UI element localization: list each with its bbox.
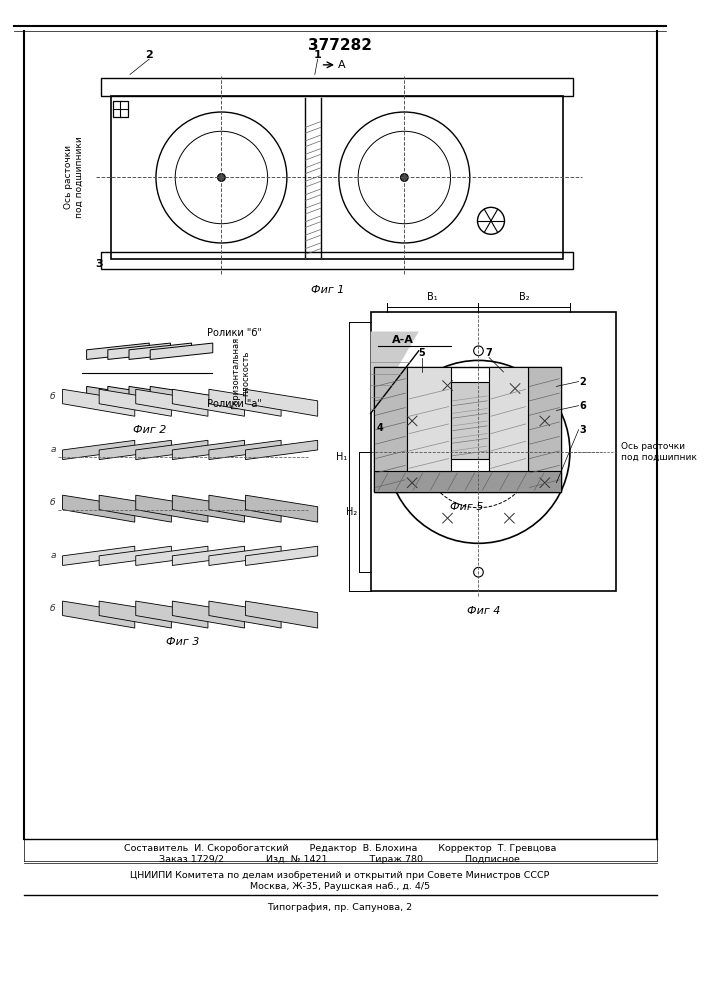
Text: Ролики "а": Ролики "а" (207, 399, 262, 409)
Polygon shape (108, 343, 170, 359)
Text: 2: 2 (146, 50, 153, 60)
Polygon shape (209, 440, 281, 460)
Bar (450, 382, 489, 459)
Polygon shape (150, 386, 213, 406)
Polygon shape (63, 546, 135, 565)
Bar (101, 252, 573, 269)
Bar (527, 367, 561, 492)
Polygon shape (245, 440, 317, 460)
Polygon shape (99, 389, 171, 416)
Polygon shape (173, 601, 245, 628)
Polygon shape (136, 601, 208, 628)
Bar (373, 471, 561, 492)
Polygon shape (87, 343, 149, 359)
Polygon shape (209, 495, 281, 522)
Text: Фиг 2: Фиг 2 (132, 425, 166, 435)
Polygon shape (136, 389, 208, 416)
Polygon shape (63, 495, 135, 522)
Bar (101, 78, 573, 96)
Bar (489, 367, 527, 471)
Polygon shape (245, 389, 317, 416)
Text: а: а (50, 551, 56, 560)
Circle shape (218, 174, 226, 181)
Text: Горизонтальная
плоскость: Горизонтальная плоскость (231, 337, 250, 409)
Polygon shape (209, 389, 281, 416)
Text: 7: 7 (486, 348, 493, 358)
Text: а: а (50, 445, 56, 454)
Text: 4: 4 (377, 423, 384, 433)
Polygon shape (129, 343, 192, 359)
Text: Ось расточки
под подшипники: Ось расточки под подшипники (64, 137, 84, 218)
Polygon shape (245, 601, 317, 628)
Polygon shape (245, 495, 317, 522)
Bar (112, 101, 128, 117)
Bar (370, 312, 616, 591)
Text: б: б (50, 392, 56, 401)
Text: Ролики "б": Ролики "б" (207, 328, 262, 338)
Polygon shape (209, 601, 281, 628)
Text: ЦНИИПИ Комитета по делам изобретений и открытий при Совете Министров СССР: ЦНИИПИ Комитета по делам изобретений и о… (130, 871, 549, 880)
Polygon shape (136, 495, 208, 522)
Text: H₂: H₂ (346, 507, 357, 517)
Polygon shape (99, 440, 171, 460)
Polygon shape (63, 601, 135, 628)
Polygon shape (173, 389, 245, 416)
Text: Фиг 3: Фиг 3 (166, 637, 199, 647)
Polygon shape (63, 389, 135, 416)
Text: Москва, Ж-35, Раушская наб., д. 4/5: Москва, Ж-35, Раушская наб., д. 4/5 (250, 882, 430, 891)
Text: Фиг 4: Фиг 4 (467, 606, 500, 616)
Text: Ось расточки
под подшипник: Ось расточки под подшипник (621, 442, 697, 462)
Polygon shape (370, 332, 419, 413)
Text: H₁: H₁ (336, 452, 347, 462)
Polygon shape (99, 601, 171, 628)
Polygon shape (87, 386, 149, 406)
Bar (373, 367, 561, 492)
Text: B₂: B₂ (519, 292, 530, 302)
Polygon shape (173, 440, 245, 460)
Text: Типография, пр. Сапунова, 2: Типография, пр. Сапунова, 2 (267, 903, 412, 912)
Text: 2: 2 (579, 377, 586, 387)
Text: 3: 3 (95, 259, 103, 269)
Polygon shape (129, 386, 192, 406)
Polygon shape (99, 495, 171, 522)
Text: А-А: А-А (392, 335, 414, 345)
Text: Фиг 1: Фиг 1 (310, 285, 344, 295)
Polygon shape (173, 546, 245, 565)
Bar (407, 367, 450, 471)
Circle shape (400, 174, 408, 181)
Polygon shape (136, 440, 208, 460)
Text: B₁: B₁ (428, 292, 438, 302)
Text: 5: 5 (419, 348, 425, 358)
Text: 377282: 377282 (308, 38, 372, 53)
Polygon shape (63, 440, 135, 460)
Text: б: б (50, 604, 56, 613)
Bar (111, 96, 563, 259)
Text: б: б (50, 498, 56, 507)
Polygon shape (245, 546, 317, 565)
Text: Заказ 1729/2              Изд. № 1421              Тираж 780              Подпис: Заказ 1729/2 Изд. № 1421 Тираж 780 Подпи… (159, 855, 520, 864)
Polygon shape (99, 546, 171, 565)
Polygon shape (136, 546, 208, 565)
Polygon shape (173, 495, 245, 522)
Text: Фиг 5: Фиг 5 (450, 502, 484, 512)
Polygon shape (108, 386, 170, 406)
Polygon shape (150, 343, 213, 359)
Polygon shape (209, 546, 281, 565)
Bar (373, 367, 407, 492)
Text: 1: 1 (314, 50, 322, 60)
Text: 3: 3 (579, 425, 586, 435)
Text: А: А (338, 60, 346, 70)
Text: 6: 6 (579, 401, 586, 411)
Text: Составитель  И. Скоробогатский       Редактор  В. Блохина       Корректор  Т. Гр: Составитель И. Скоробогатский Редактор В… (124, 844, 556, 853)
